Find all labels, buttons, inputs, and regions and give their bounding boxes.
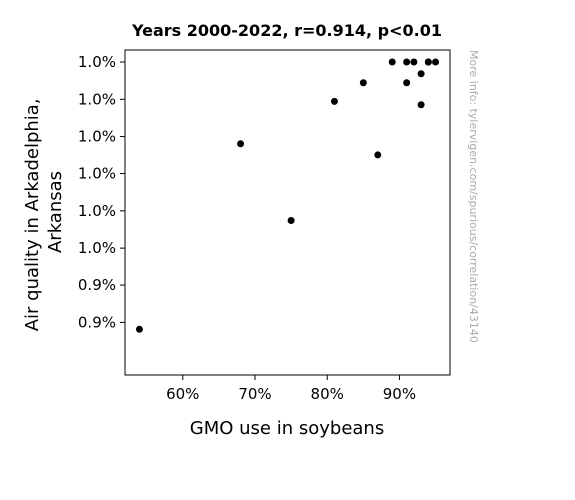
data-point	[403, 58, 411, 66]
data-point	[403, 79, 411, 87]
y-tick-label: 1.0%	[78, 239, 116, 257]
data-point	[432, 58, 440, 66]
plot-frame	[124, 49, 451, 376]
data-point	[388, 58, 396, 66]
data-point	[330, 97, 338, 105]
y-axis-label-line-2: Arkansas	[45, 171, 66, 253]
x-tick-label: 80%	[311, 385, 344, 403]
x-axis-label: GMO use in soybeans	[190, 418, 384, 439]
y-axis-label-line-1: Air quality in Arkadelphia,	[22, 98, 43, 331]
x-tick-label: 90%	[383, 385, 416, 403]
y-tick-label: 1.0%	[78, 202, 116, 220]
watermark: More info: tylervigen.com/spurious/corre…	[467, 50, 480, 343]
points-layer	[135, 58, 440, 333]
data-point	[237, 140, 245, 148]
y-tick-label: 0.9%	[78, 276, 116, 294]
y-tick-label: 1.0%	[78, 53, 116, 71]
x-tick-label: 70%	[238, 385, 271, 403]
y-tick-label: 1.0%	[78, 90, 116, 108]
data-point	[287, 216, 295, 224]
y-tick-label: 0.9%	[78, 313, 116, 331]
data-point	[410, 58, 418, 66]
data-point	[135, 325, 143, 333]
chart-title: Years 2000-2022, r=0.914, p<0.01	[131, 21, 442, 40]
x-tick-label: 60%	[166, 385, 199, 403]
data-point	[359, 79, 367, 87]
y-tick-label: 1.0%	[78, 165, 116, 183]
data-point	[424, 58, 432, 66]
y-axis-label: Air quality in Arkadelphia, Arkansas	[22, 93, 66, 332]
data-point	[417, 70, 425, 78]
y-tick-label: 1.0%	[78, 128, 116, 146]
data-point	[374, 151, 382, 159]
ticks-layer: 60% 70% 80% 90% 1.0% 1.0% 1.0% 1.0% 1.0% 1.0% 0.9%…	[78, 53, 416, 403]
data-point	[417, 101, 425, 109]
